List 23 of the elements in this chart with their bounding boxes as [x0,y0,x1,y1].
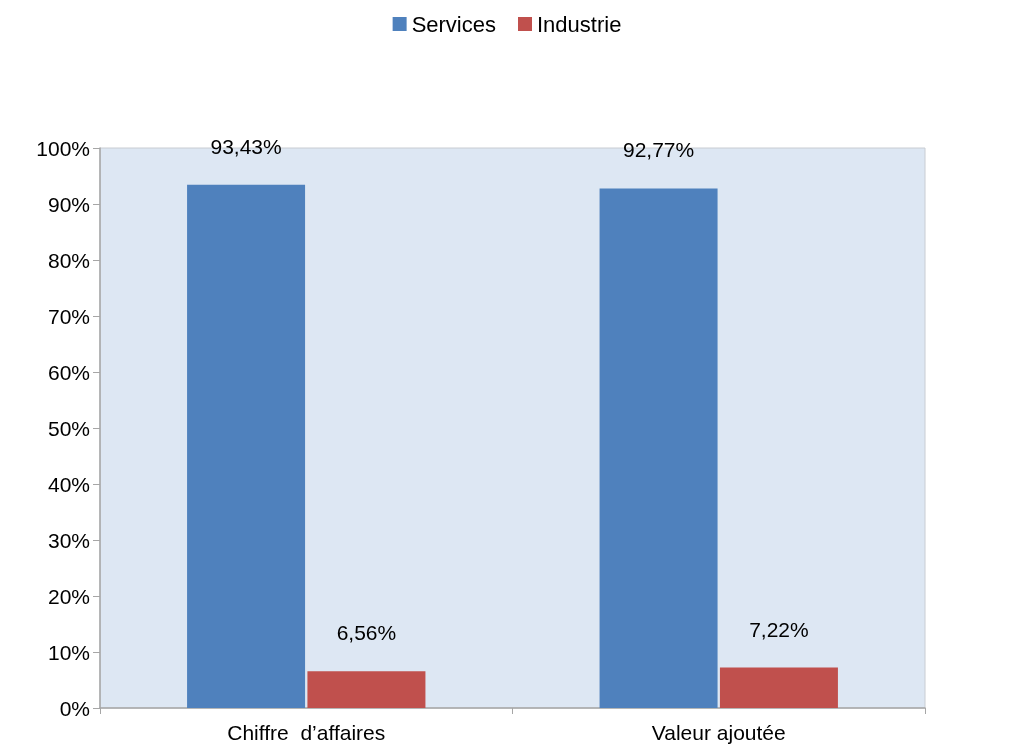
legend-label: Services [411,11,496,37]
y-tick-label: 40% [47,472,90,496]
y-tick-label: 0% [59,696,90,720]
data-label: 93,43% [210,134,282,158]
bar [187,184,306,708]
y-tick-label: 50% [47,416,90,440]
y-tick-label: 10% [47,640,90,664]
y-tick-label: 70% [47,304,90,328]
data-label: 92,77% [622,138,695,162]
y-tick-label: 100% [36,136,90,160]
x-tick-label: Valeur ajoutée [651,721,786,744]
bar [719,667,838,708]
y-tick-label: 90% [47,192,90,216]
bar [599,188,718,708]
data-label: 6,56% [336,621,397,645]
data-label: 7,22% [749,617,809,641]
y-tick-label: 60% [47,360,90,384]
y-tick-label: 80% [47,248,90,272]
legend-label: Industrie [536,11,622,37]
x-tick-label: Chiffre d’affaires [227,721,386,744]
y-tick-label: 30% [47,528,90,552]
y-tick-label: 20% [47,584,90,608]
bar [307,671,426,708]
